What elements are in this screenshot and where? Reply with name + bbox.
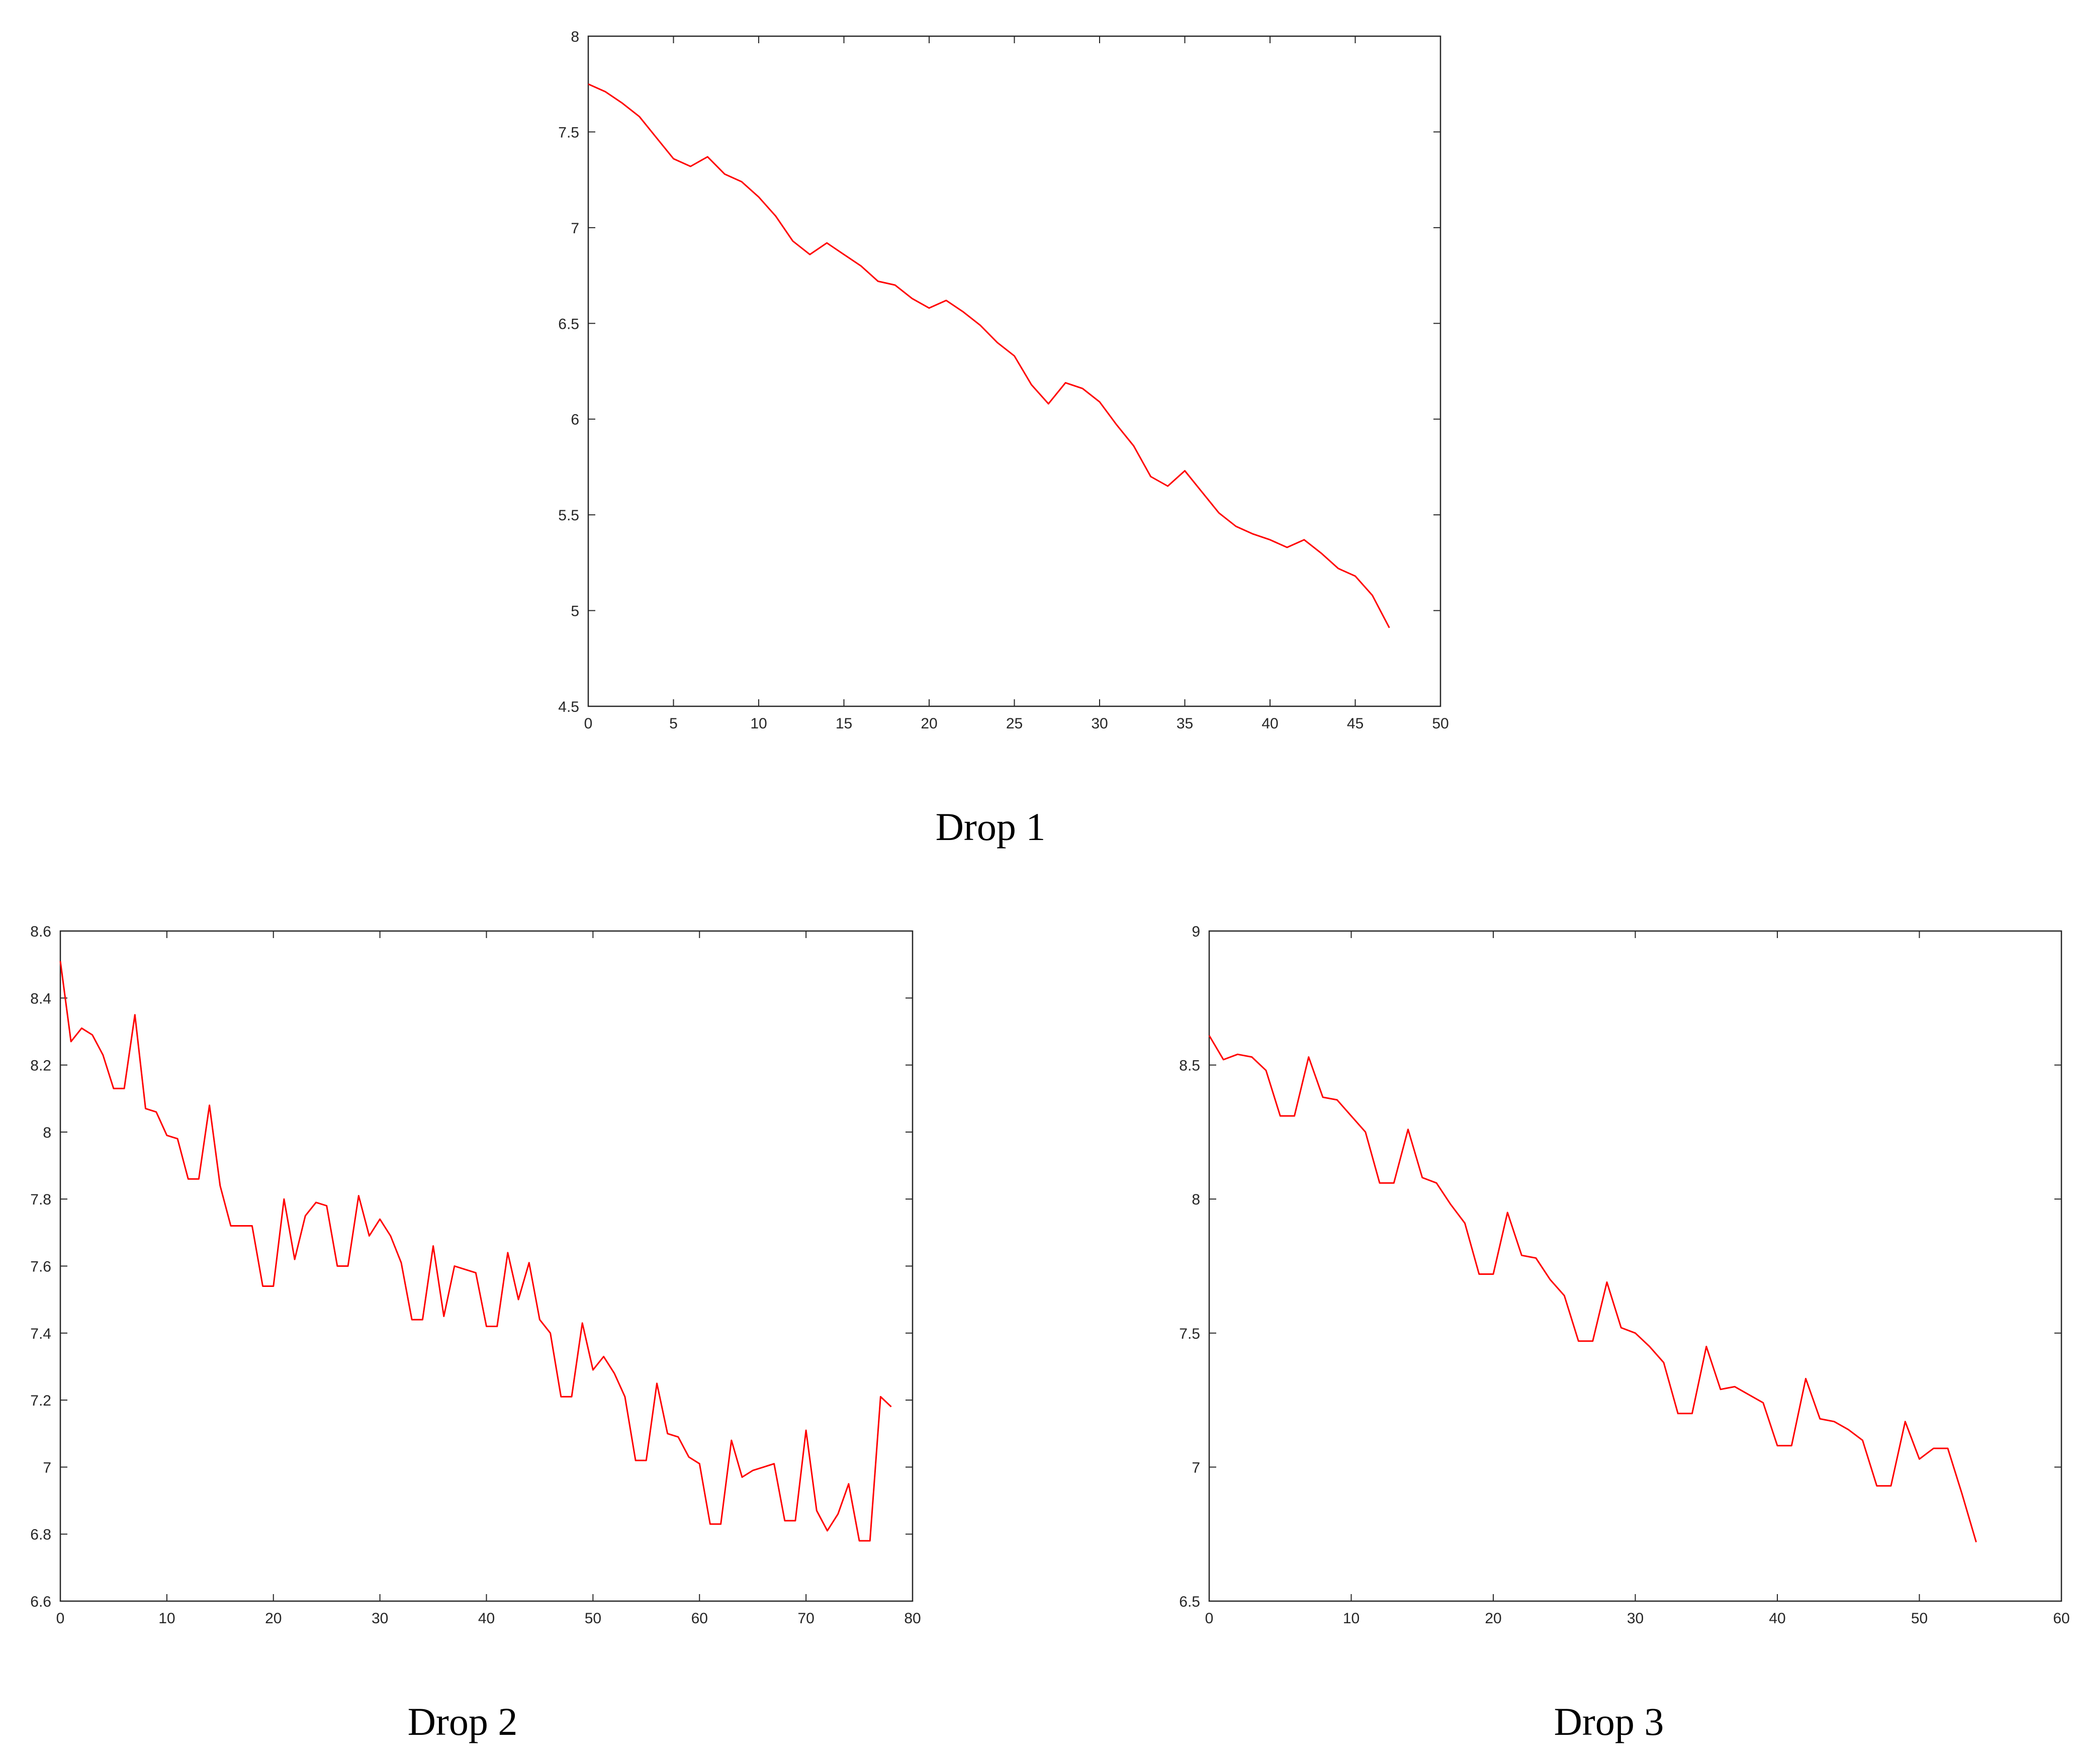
x-tick-label: 10: [1343, 1610, 1360, 1627]
x-tick-label: 60: [691, 1610, 708, 1627]
y-tick-label: 7.8: [30, 1191, 51, 1208]
x-tick-label: 50: [585, 1610, 601, 1627]
drop-3-chart-panel: 0 10 20 30 40 50 60 6.5 7 7.5 8 8.5 9: [1156, 910, 2078, 1644]
x-tick-label: 0: [56, 1610, 65, 1627]
x-tick-label: 10: [750, 715, 767, 732]
x-tick-label: 50: [1911, 1610, 1928, 1627]
drop-3-chart: 0 10 20 30 40 50 60 6.5 7 7.5 8 8.5 9: [1179, 923, 2069, 1627]
x-tick-label: 0: [1205, 1610, 1214, 1627]
y-tick-label: 7.5: [558, 124, 579, 141]
drop-1-chart: 0 5 10 15 20 25 30 35 40 45 50 4.5 5 5.5 6 6.5 7 7.5 8: [558, 29, 1449, 732]
y-tick-label: 6: [571, 412, 579, 428]
x-tick-label: 5: [669, 715, 678, 732]
y-tick-label: 8.2: [30, 1058, 51, 1074]
y-tick-label: 7.5: [1179, 1326, 1200, 1342]
y-tick-label: 7: [43, 1459, 51, 1476]
plot-area-box: [1208, 930, 2062, 1602]
y-tick-label: 5.5: [558, 507, 579, 524]
drop-2-chart: 0 10 20 30 40 50 60 70 80 6.6 6.8 7 7.2 7.4 7.6 7.8 8 8.2…: [30, 923, 921, 1627]
y-tick-label: 6.5: [558, 316, 579, 332]
x-tick-label: 35: [1177, 715, 1193, 732]
x-tick-label: 70: [797, 1610, 814, 1627]
drop-2-chart-panel: 0 10 20 30 40 50 60 70 80 6.6 6.8 7 7.2 7.4 7.6 7.8 8 8.2…: [0, 910, 955, 1644]
x-tick-label: 50: [1432, 715, 1449, 732]
y-tick-label: 8: [571, 29, 579, 45]
y-tick-label: 8.4: [30, 990, 51, 1007]
y-tick-label: 8.6: [30, 923, 51, 940]
y-tick-label: 7.6: [30, 1259, 51, 1275]
y-tick-label: 9: [1192, 923, 1200, 940]
y-tick-label: 6.6: [30, 1594, 51, 1610]
x-tick-label: 40: [478, 1610, 495, 1627]
x-tick-label: 60: [2053, 1610, 2069, 1627]
y-tick-label: 7: [1192, 1459, 1200, 1476]
plot-area-box: [59, 930, 914, 1602]
x-tick-label: 20: [921, 715, 937, 732]
series-line: [1208, 1035, 1977, 1543]
plot-area-box: [587, 35, 1441, 707]
x-tick-label: 0: [584, 715, 593, 732]
y-tick-label: 5: [571, 603, 579, 620]
series-line: [588, 83, 1390, 628]
series-line: [59, 961, 892, 1542]
drop-3-caption: Drop 3: [1554, 1700, 1664, 1743]
x-tick-label: 20: [1485, 1610, 1501, 1627]
y-tick-label: 7.2: [30, 1392, 51, 1409]
y-tick-label: 7.4: [30, 1326, 51, 1342]
x-tick-label: 40: [1261, 715, 1278, 732]
y-tick-label: 6.5: [1179, 1594, 1200, 1610]
y-tick-label: 8: [1192, 1191, 1200, 1208]
x-tick-label: 40: [1769, 1610, 1785, 1627]
y-tick-label: 7: [571, 220, 579, 237]
x-tick-label: 30: [372, 1610, 388, 1627]
x-tick-label: 80: [904, 1610, 921, 1627]
y-tick-label: 4.5: [558, 699, 579, 715]
drop-2-caption: Drop 2: [407, 1700, 518, 1743]
x-tick-label: 25: [1006, 715, 1023, 732]
drop-1-chart-panel: 0 5 10 15 20 25 30 35 40 45 50 4.5 5 5.5 6 6.5 7 7.5 8: [533, 15, 1498, 749]
x-tick-label: 15: [836, 715, 852, 732]
drop-1-caption: Drop 1: [935, 805, 1046, 849]
y-tick-label: 8: [43, 1125, 51, 1141]
x-tick-label: 30: [1627, 1610, 1644, 1627]
x-tick-label: 20: [265, 1610, 282, 1627]
x-tick-label: 10: [158, 1610, 175, 1627]
x-tick-label: 45: [1347, 715, 1364, 732]
y-tick-label: 6.8: [30, 1527, 51, 1543]
y-tick-label: 8.5: [1179, 1058, 1200, 1074]
x-tick-label: 30: [1091, 715, 1108, 732]
